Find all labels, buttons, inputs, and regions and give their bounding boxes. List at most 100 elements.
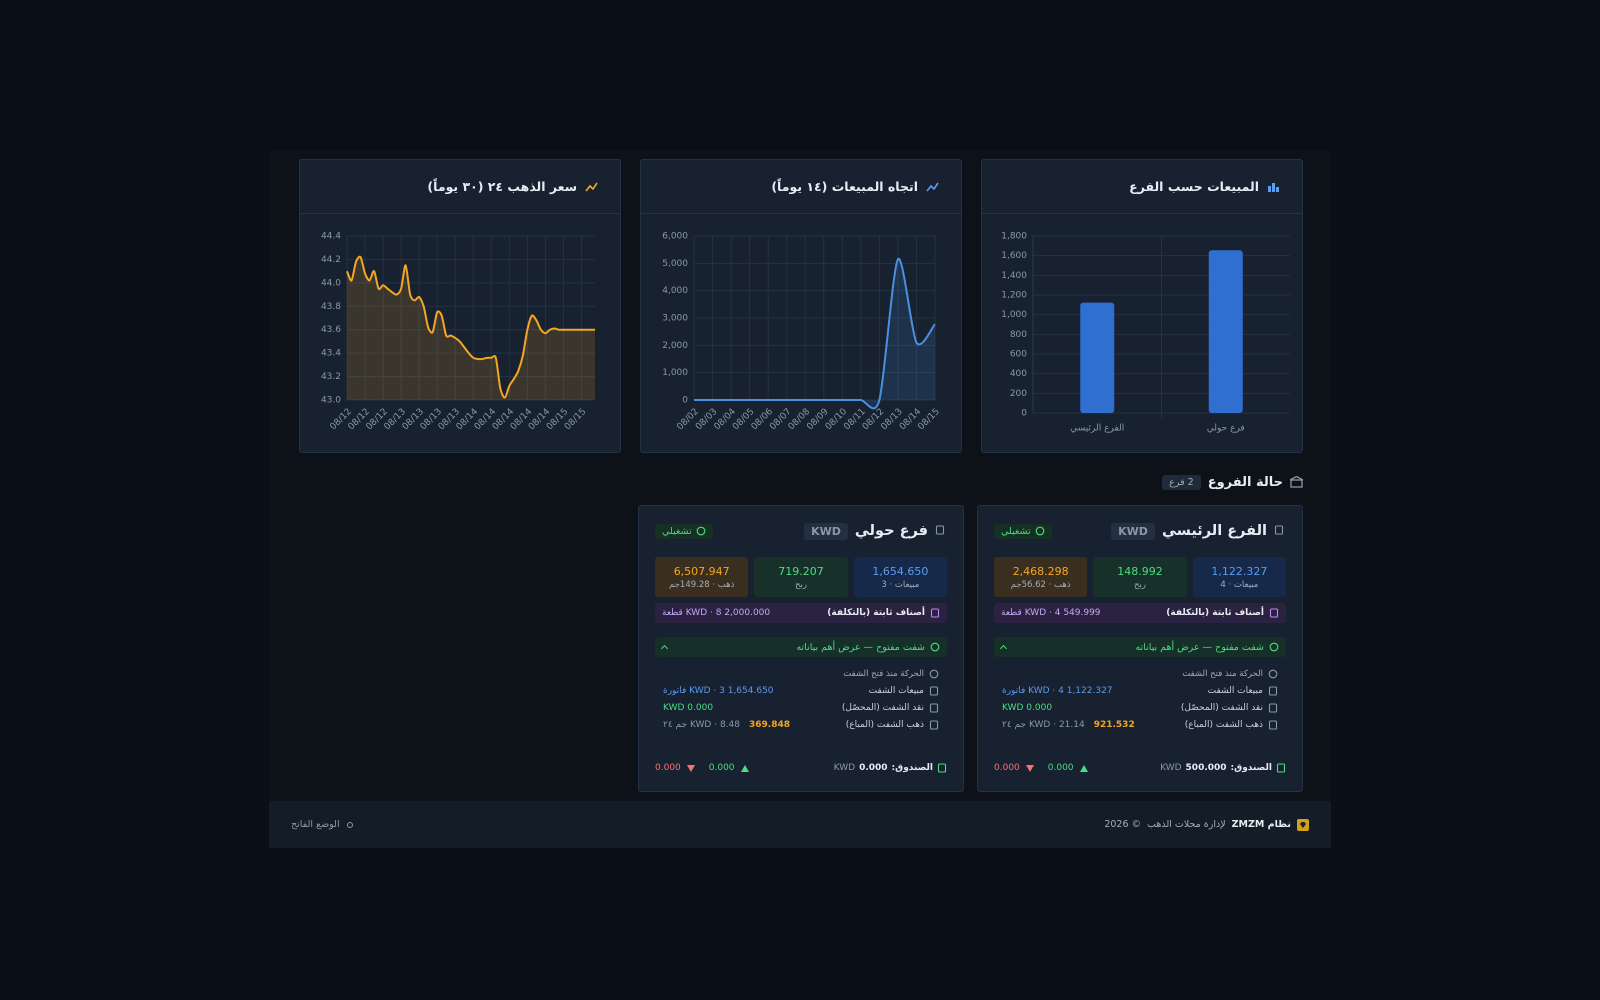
branch-header: فرع حولي KWD تشغيلي <box>655 520 947 542</box>
fixed-value: 549.999 KWD · 4 قطعة <box>1001 608 1101 618</box>
stat: 1,654.650 مبيعات · 3 <box>853 557 947 597</box>
icon-part <box>1276 186 1279 192</box>
details-title: الحركة منذ فتح الشفت <box>655 669 947 679</box>
icon <box>696 526 705 536</box>
status-label: تشغيلي <box>662 525 692 537</box>
section-title: حالة الفروع <box>1207 474 1283 490</box>
stat: 6,507.947 ذهب · 149.28جم <box>655 557 749 597</box>
branch-footer: الصندوق: 0.000 KWD 0.000 0.000 <box>655 760 947 776</box>
x-tick-label: الفرع الرئيسي <box>1070 424 1124 434</box>
y-tick-label: 2,000 <box>662 341 688 351</box>
theme-toggle[interactable]: الوضع الفاتح <box>291 819 355 830</box>
fixed-label: أصناف ثابتة (بالتكلفة) <box>1166 608 1264 618</box>
y-tick-label: 800 <box>1010 330 1027 340</box>
stat-label: ربح <box>1134 579 1146 590</box>
icon-part <box>929 686 939 696</box>
branch-header: الفرع الرئيسي KWD تشغيلي <box>994 520 1286 542</box>
icon <box>1268 720 1278 730</box>
shift-toggle[interactable]: شفت مفتوح — عرض أهم بياناته <box>655 637 947 657</box>
branch-name: فرع حولي <box>854 523 928 539</box>
detail-row: ذهب الشفت (المباع) 921.532 KWD · 21.14 جم … <box>994 720 1286 730</box>
section-header: حالة الفروع 2 فرع <box>1162 472 1303 492</box>
icon <box>929 703 939 713</box>
chart-title: اتجاه المبيعات (١٤ يوماً) <box>771 179 918 194</box>
icon-part <box>930 608 940 618</box>
branch-name: الفرع الرئيسي <box>1161 523 1267 539</box>
cashbox-value: 500.000 <box>1185 763 1227 773</box>
detail-value: 1,122.327 KWD · 4 فاتورة <box>1002 686 1113 696</box>
y-tick-label: 1,000 <box>1001 310 1027 320</box>
icon-part <box>696 526 705 536</box>
icon <box>585 182 598 191</box>
y-tick-label: 200 <box>1010 389 1027 399</box>
stats: 1,122.327 مبيعات · 4 148.992 ربح 2,468.298 ذه… <box>994 557 1286 597</box>
logo <box>1297 818 1309 831</box>
icon-part <box>1035 526 1044 536</box>
icon-part <box>937 763 947 773</box>
shift-label: شفت مفتوح — عرض أهم بياناته <box>1135 641 1264 653</box>
icon <box>929 720 939 730</box>
area <box>694 258 935 409</box>
chart-card: اتجاه المبيعات (١٤ يوماً) 0 1,000 2,000 3,0… <box>640 159 962 453</box>
cash-in: 0.000 <box>1047 763 1074 773</box>
y-tick-label: 400 <box>1010 369 1027 379</box>
details-title-text: الحركة منذ فتح الشفت <box>843 669 924 679</box>
y-tick-label: 4,000 <box>662 286 688 296</box>
brand: نظام ZMZM <box>1231 819 1291 830</box>
chart: 0 200 400 600 800 1,000 1,200 1,400 1,600 1,800 ال… <box>1001 232 1290 434</box>
logo-gem <box>1300 821 1306 828</box>
stat: 2,468.298 ذهب · 56.62جم <box>994 557 1088 597</box>
detail-amount: 369.848 <box>749 720 790 730</box>
y-tick-label: 43.0 <box>321 396 341 406</box>
status: تشغيلي <box>994 523 1052 539</box>
y-tick-label: 0 <box>1021 409 1027 419</box>
detail-row: مبيعات الشفت 1,122.327 KWD · 4 فاتورة <box>994 686 1286 696</box>
shift-toggle[interactable]: شفت مفتوح — عرض أهم بياناته <box>994 637 1286 657</box>
branch-count: 2 فرع <box>1162 474 1201 490</box>
status-label: تشغيلي <box>1001 525 1031 537</box>
detail-row: مبيعات الشفت 1,654.650 KWD · 3 فاتورة <box>655 686 947 696</box>
stat-value: 2,468.298 <box>1012 564 1069 578</box>
icon-part <box>929 669 939 679</box>
status: تشغيلي <box>655 523 713 539</box>
bar <box>1080 302 1115 413</box>
icon <box>1269 642 1279 652</box>
y-tick-label: 44.0 <box>321 278 341 288</box>
icon-part <box>1269 642 1279 652</box>
stats: 1,654.650 مبيعات · 3 719.207 ربح 6,507.947 ذه… <box>655 557 947 597</box>
icon <box>930 608 940 618</box>
up-arrow <box>1079 764 1088 772</box>
y-tick-label: 1,200 <box>1001 291 1027 301</box>
stat: 148.992 ربح <box>1093 557 1187 597</box>
area <box>347 256 595 400</box>
detail-row: ذهب الشفت (المباع) 369.848 KWD · 8.48 جم ٢… <box>655 720 947 730</box>
line <box>693 258 936 410</box>
y-tick-label: 600 <box>1010 350 1027 360</box>
stat-label: ربح <box>795 579 807 590</box>
icon-part <box>1276 763 1286 773</box>
icon-part <box>1268 686 1278 696</box>
y-tick-label: 44.4 <box>321 232 341 242</box>
icon-part <box>1290 479 1303 488</box>
down-arrow <box>686 764 695 772</box>
y-tick-label: 44.2 <box>321 255 341 265</box>
icon <box>926 182 939 191</box>
y-tick-label: 43.2 <box>321 372 341 382</box>
icon-part <box>1268 185 1271 192</box>
detail-label: مبيعات الشفت <box>1207 686 1263 696</box>
detail-label: ذهب الشفت (المباع) <box>845 720 924 730</box>
chart-card: سعر الذهب ٢٤ (٣٠ يوماً) 43.0 43.2 43.4 43.6… <box>299 159 621 453</box>
cash-out: 0.000 <box>994 763 1020 773</box>
icon <box>935 525 945 535</box>
icon-part <box>1274 525 1284 535</box>
icon-part <box>929 703 939 713</box>
fixed-items: أصناف ثابتة (بالتكلفة) 2,000.000 KWD · 8 … <box>655 603 947 623</box>
stat: 719.207 ربح <box>754 557 848 597</box>
chart-title: سعر الذهب ٢٤ (٣٠ يوماً) <box>427 179 577 194</box>
stat-label: مبيعات · 3 <box>881 579 920 590</box>
details-title: الحركة منذ فتح الشفت <box>994 669 1286 679</box>
icon <box>929 686 939 696</box>
chart-title: المبيعات حسب الفرع <box>1129 179 1259 194</box>
cash-out: 0.000 <box>655 763 681 773</box>
